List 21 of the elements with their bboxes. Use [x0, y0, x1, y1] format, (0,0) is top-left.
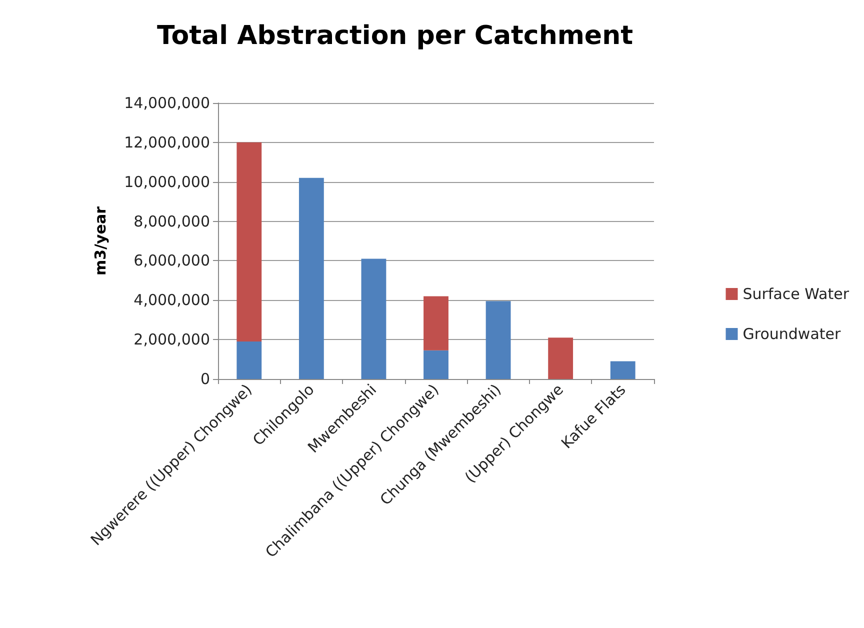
y-tick-label: 2,000,000: [134, 330, 210, 349]
legend-label: Groundwater: [742, 325, 842, 343]
y-axis-title: m3/year: [92, 206, 110, 276]
bar: [424, 350, 448, 379]
bar: [236, 142, 262, 342]
y-tick-label: 12,000,000: [124, 133, 210, 152]
legend-label: Surface Water: [742, 285, 850, 303]
bar: [361, 258, 386, 379]
chart-title: Total Abstraction per Catchment: [156, 21, 634, 51]
y-tick-label: 6,000,000: [134, 252, 210, 270]
bar: [236, 342, 262, 379]
bar: [298, 178, 324, 379]
y-tick-label: 8,000,000: [134, 212, 210, 230]
y-tick-label: 14,000,000: [124, 94, 210, 112]
bar: [548, 338, 574, 379]
bar: [610, 361, 636, 379]
y-tick-label: 0: [200, 370, 210, 388]
bar: [486, 301, 511, 379]
y-tick-label: 10,000,000: [124, 172, 210, 191]
y-tick-label: 4,000,000: [134, 291, 210, 310]
bar: [424, 296, 448, 350]
